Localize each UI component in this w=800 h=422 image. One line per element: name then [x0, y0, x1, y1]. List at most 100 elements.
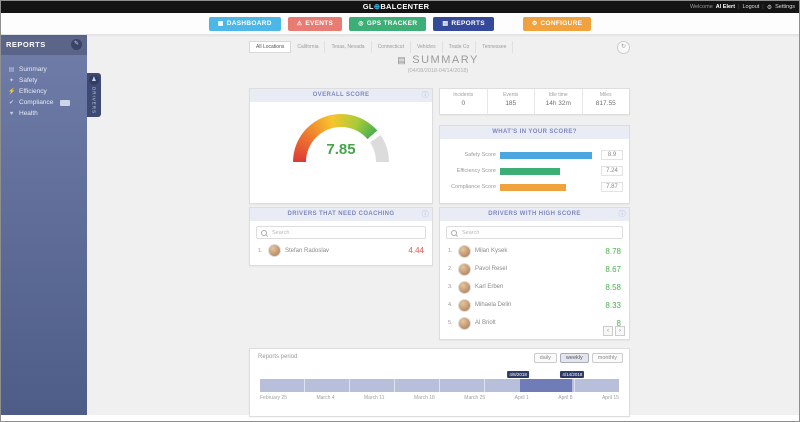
sidebar-item-label: Efficiency [19, 88, 47, 95]
driver-row[interactable]: 1. Stefan Radoslav 4.44 [250, 242, 432, 259]
main-nav: ▦ DASHBOARD ⚠ EVENTS ◎ GPS TRACKER ▤ REP… [1, 13, 799, 35]
sidebar-item-health[interactable]: ♥ Health [1, 108, 87, 119]
sidebar-item-label: Compliance [19, 99, 54, 106]
stat-label: Incidents [453, 92, 474, 98]
search-input[interactable] [270, 228, 421, 237]
refresh-button[interactable]: ↻ [617, 41, 630, 54]
card-header: WHAT'S IN YOUR SCORE? [440, 126, 629, 139]
stat-value: 0 [461, 100, 466, 107]
driver-row[interactable]: 3. Karl Erben 8.58 [440, 278, 629, 296]
bolt-icon: ⚡ [8, 89, 16, 95]
driver-rank: 3. [448, 284, 453, 290]
stat-incidents: Incidents 0 [440, 89, 488, 114]
next-page-button[interactable]: › [615, 326, 625, 336]
settings-link[interactable]: Settings [775, 4, 795, 10]
efficiency-score-bar [500, 167, 561, 175]
driver-row[interactable]: 5. Al Briolt 8 [440, 314, 629, 332]
range-start-chip: 4/8/2018 [507, 371, 529, 378]
daily-button[interactable]: daily [533, 353, 557, 363]
axis-label: March 25 [464, 395, 486, 401]
search-box[interactable] [446, 226, 623, 239]
top-bar: GL⊕BALCENTER Welcome Al Elert | Logout |… [1, 1, 799, 13]
coaching-card: DRIVERS THAT NEED COACHING ⓘ 1. Stefan R… [249, 207, 433, 266]
score-gauge [293, 114, 389, 162]
logout-link[interactable]: Logout [742, 4, 760, 10]
top-right-menu: Welcome Al Elert | Logout | ⚙ Settings [690, 1, 795, 13]
configure-button[interactable]: ⚙ CONFIGURE [522, 16, 592, 31]
selected-range[interactable] [520, 379, 573, 392]
sidebar-item-efficiency[interactable]: ⚡ Efficiency [1, 86, 87, 97]
search-box[interactable] [256, 226, 426, 239]
monthly-button[interactable]: monthly [591, 353, 623, 363]
overall-score-value: 7.85 [326, 141, 356, 158]
events-button[interactable]: ⚠ EVENTS [287, 16, 343, 31]
timeline[interactable]: 4/8/2018 4/14/2018 [260, 371, 619, 392]
stat-value: 14h 32m [545, 100, 571, 107]
sidebar-item-summary[interactable]: ▤ Summary [1, 64, 87, 75]
dashboard-button[interactable]: ▦ DASHBOARD [208, 16, 281, 31]
warning-icon: ⚠ [296, 21, 303, 27]
score-row-efficiency: Efficiency Score 7.24 [446, 163, 623, 179]
avatar [458, 244, 471, 258]
score-label: Efficiency Score [456, 168, 496, 174]
sidebar-header: REPORTS ✎ [1, 34, 87, 55]
app-logo[interactable]: GL⊕BALCENTER [363, 1, 430, 13]
driver-row[interactable]: 1. Milan Kysek 8.78 [440, 242, 629, 260]
weekly-button[interactable]: weekly [559, 353, 589, 363]
drivers-flyout-tab[interactable]: ♟ DRIVERS [87, 73, 101, 118]
reports-button[interactable]: ▤ REPORTS [433, 16, 494, 31]
prev-page-button[interactable]: ‹ [603, 326, 613, 336]
info-icon[interactable]: ⓘ [421, 211, 429, 218]
pagination: ‹ › [603, 326, 625, 336]
score-row-safety: Safety Score 8.9 [446, 147, 623, 163]
driver-row[interactable]: 4. Mihaela Delin 8.33 [440, 296, 629, 314]
tab-connecticut[interactable]: Connecticut [372, 41, 411, 53]
driver-name: Mihaela Delin [475, 302, 512, 308]
score-value: 7.24 [601, 166, 623, 176]
page-title: ▤ SUMMARY [288, 54, 588, 66]
tab-all-locations[interactable]: All Locations [249, 41, 292, 53]
page-title-text: SUMMARY [412, 54, 479, 66]
search-icon [451, 229, 457, 236]
username: Al Elert [715, 4, 736, 10]
gps-tracker-button[interactable]: ◎ GPS TRACKER [349, 16, 427, 31]
sidebar-item-safety[interactable]: ✦ Safety [1, 75, 87, 86]
card-title: WHAT'S IN YOUR SCORE? [492, 129, 577, 135]
card-title: DRIVERS WITH HIGH SCORE [488, 211, 581, 217]
info-icon[interactable]: ⓘ [618, 211, 626, 218]
tab-vehicles[interactable]: Vehicles [411, 41, 443, 53]
check-icon: ✔ [8, 100, 15, 106]
search-icon [261, 229, 267, 236]
summary-icon: ▤ [8, 67, 15, 73]
card-title: OVERALL SCORE [312, 92, 370, 98]
search-input[interactable] [460, 228, 618, 237]
nav-label: REPORTS [451, 20, 485, 27]
driver-row[interactable]: 2. Pavol Resel 8.67 [440, 260, 629, 278]
gear-icon: ⚙ [766, 4, 773, 11]
stat-label: Events [503, 92, 519, 98]
sidebar-item-label: Summary [19, 66, 47, 73]
tab-california[interactable]: California [291, 41, 326, 53]
nav-label: GPS TRACKER [366, 20, 418, 27]
period-title: Reports period [258, 354, 298, 360]
tab-texas-nevada[interactable]: Texas, Nevada [325, 41, 372, 53]
driver-score: 8 [616, 318, 621, 328]
tab-tennessee[interactable]: Tennessee [476, 41, 514, 53]
driver-rank: 1. [258, 247, 263, 254]
sidebar-item-compliance[interactable]: ✔ Compliance [1, 97, 87, 108]
axis-label: April 15 [601, 395, 619, 401]
sidebar-menu: ▤ Summary ✦ Safety ⚡ Efficiency ✔ Compli… [1, 55, 87, 119]
tab-trade-co[interactable]: Trade Co [443, 41, 477, 53]
card-title: DRIVERS THAT NEED COACHING [287, 211, 395, 217]
score-rows: Safety Score 8.9 Efficiency Score 7.24 C… [440, 139, 629, 195]
sidebar-item-label: Health [19, 110, 38, 117]
score-label: Safety Score [464, 152, 497, 158]
welcome-text: Welcome [689, 4, 713, 10]
edit-icon[interactable]: ✎ [71, 39, 82, 50]
info-icon[interactable]: ⓘ [421, 92, 429, 99]
shield-icon: ✦ [8, 78, 15, 84]
report-icon: ▤ [442, 21, 449, 27]
card-header: DRIVERS THAT NEED COACHING ⓘ [250, 208, 432, 221]
nav-label: EVENTS [305, 20, 334, 27]
driver-score: 8.67 [605, 264, 621, 274]
